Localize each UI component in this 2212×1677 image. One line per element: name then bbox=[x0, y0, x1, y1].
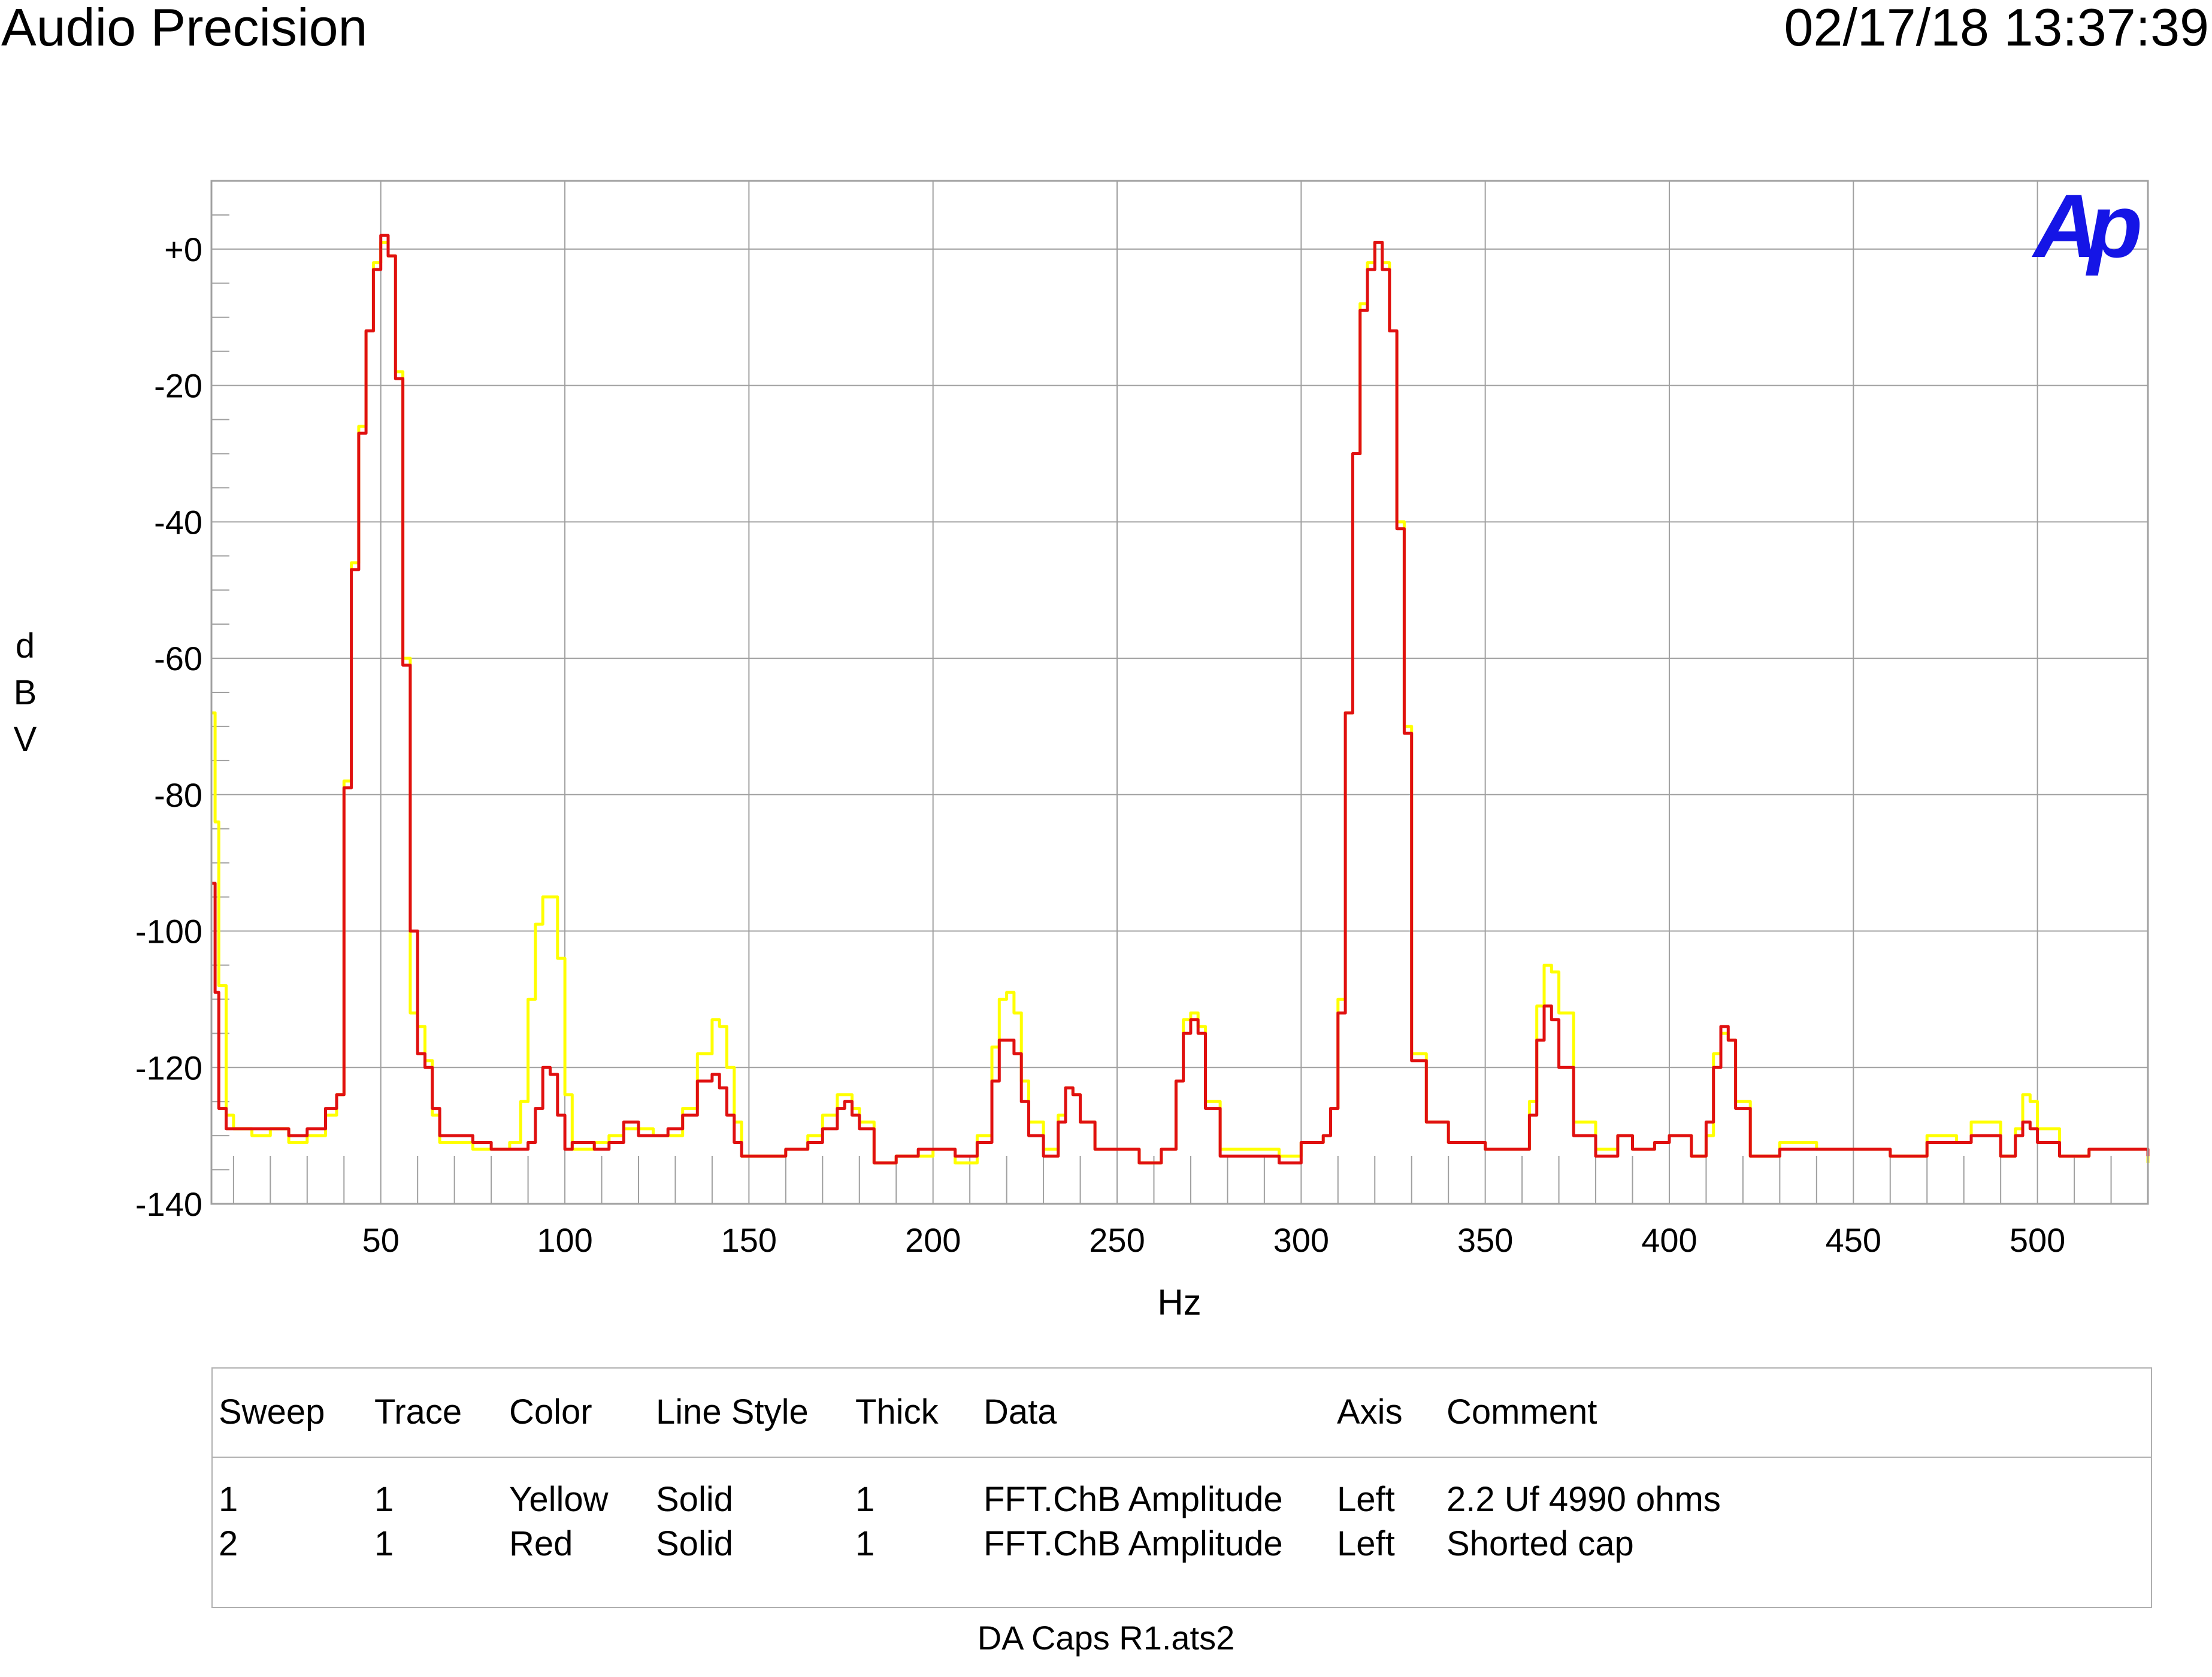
legend-cell: Solid bbox=[656, 1524, 733, 1563]
y-axis-label-char: d bbox=[15, 626, 35, 665]
y-tick-label: -140 bbox=[135, 1185, 202, 1223]
legend-cell: 1 bbox=[219, 1480, 238, 1519]
x-tick-label: 200 bbox=[905, 1221, 961, 1259]
legend-header-cell: Thick bbox=[855, 1393, 939, 1431]
y-tick-label: -100 bbox=[135, 913, 202, 950]
x-tick-label: 400 bbox=[1641, 1221, 1697, 1259]
y-tick-label: +0 bbox=[164, 231, 202, 268]
legend-cell: 2.2 Uf 4990 ohms bbox=[1447, 1480, 1721, 1519]
legend-cell: 1 bbox=[374, 1524, 394, 1563]
legend-header-cell: Sweep bbox=[219, 1393, 325, 1431]
grid-lines bbox=[211, 181, 2148, 1204]
timestamp: 02/17/18 13:37:39 bbox=[1784, 0, 2209, 57]
legend-cell: 2 bbox=[219, 1524, 238, 1563]
x-tick-label: 100 bbox=[537, 1221, 592, 1259]
legend-cell: Red bbox=[509, 1524, 573, 1563]
legend-cell: Yellow bbox=[509, 1480, 609, 1519]
y-tick-label: -60 bbox=[154, 640, 202, 677]
y-axis-label-char: V bbox=[13, 720, 37, 759]
legend-cell: 1 bbox=[855, 1524, 875, 1563]
legend-cell: FFT.ChB Amplitude bbox=[984, 1524, 1283, 1563]
legend-cell: Shorted cap bbox=[1447, 1524, 1634, 1563]
trace-red bbox=[211, 234, 2150, 1165]
plot-frame bbox=[210, 180, 2149, 1205]
legend-header-cell: Trace bbox=[374, 1393, 462, 1431]
legend-header-row: Sweep Trace Color Line Style Thick Data Axis Co… bbox=[213, 1369, 2151, 1458]
legend-cell: Left bbox=[1337, 1480, 1395, 1519]
x-tick-label: 500 bbox=[2010, 1221, 2065, 1259]
legend-cell: FFT.ChB Amplitude bbox=[984, 1480, 1283, 1519]
x-tick-label: 300 bbox=[1273, 1221, 1329, 1259]
x-tick-label: 50 bbox=[362, 1221, 400, 1259]
x-tick-label: 150 bbox=[721, 1221, 777, 1259]
x-tick-label: 450 bbox=[1826, 1221, 1881, 1259]
y-tick-label: -20 bbox=[154, 367, 202, 405]
x-tick-label: 350 bbox=[1457, 1221, 1513, 1259]
legend-header-cell: Data bbox=[984, 1393, 1057, 1431]
y-tick-label: -120 bbox=[135, 1049, 202, 1086]
legend-header-cell: Line Style bbox=[656, 1393, 809, 1431]
legend-cell: Solid bbox=[656, 1480, 733, 1519]
legend-cell: 1 bbox=[374, 1480, 394, 1519]
legend-header-cell: Comment bbox=[1447, 1393, 1597, 1431]
legend-header-cell: Color bbox=[509, 1393, 592, 1431]
app-title: Audio Precision bbox=[1, 0, 368, 57]
x-tick-label: 250 bbox=[1089, 1221, 1145, 1259]
y-axis-label-char: B bbox=[13, 673, 37, 712]
trace-yellow bbox=[211, 241, 2150, 1165]
fft-chart: +0 -20 -40 -60 -80 -100 -120 -140 50 100 150 200 25… bbox=[135, 180, 2150, 1322]
y-tick-label: -40 bbox=[154, 503, 202, 541]
legend-cell: 1 bbox=[855, 1480, 875, 1519]
ap-logo: Ap bbox=[2034, 175, 2143, 276]
x-axis-label: Hz bbox=[1157, 1282, 1201, 1322]
file-name: DA Caps R1.ats2 bbox=[977, 1619, 1235, 1657]
x-tick-labels: 50 100 150 200 250 300 350 400 450 500 bbox=[362, 1221, 2066, 1259]
traces bbox=[211, 234, 2150, 1165]
minor-ticks bbox=[211, 180, 2112, 1204]
legend-header-cell: Axis bbox=[1337, 1393, 1403, 1431]
sweep-legend-table: Sweep Trace Color Line Style Thick Data Axis Co… bbox=[211, 1367, 2152, 1608]
y-tick-label: -80 bbox=[154, 776, 202, 814]
y-tick-labels: +0 -20 -40 -60 -80 -100 -120 -140 bbox=[135, 231, 202, 1223]
legend-cell: Left bbox=[1337, 1524, 1395, 1563]
